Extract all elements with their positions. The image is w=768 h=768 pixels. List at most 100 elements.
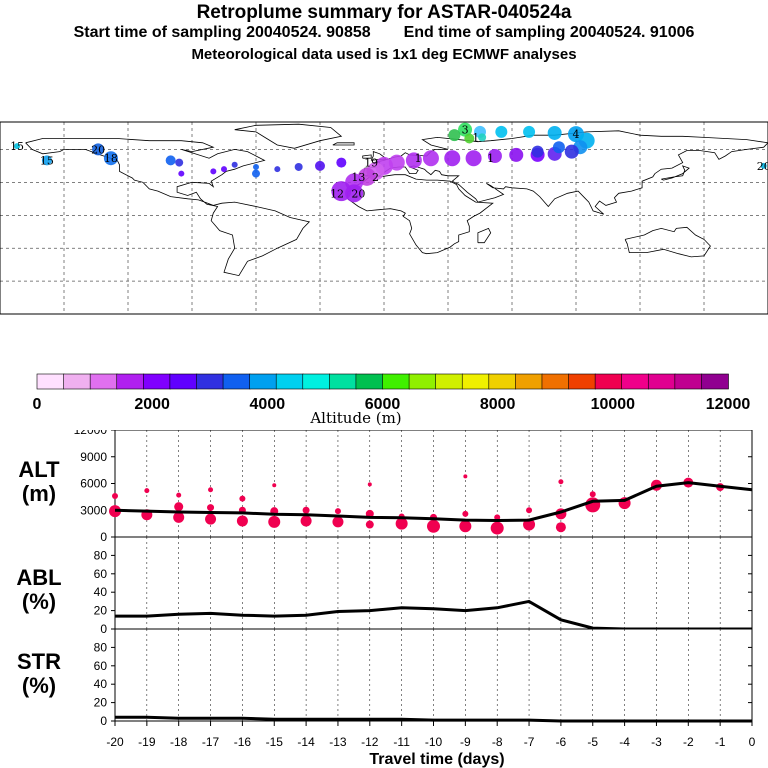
map-cluster-label: 1 xyxy=(472,131,479,144)
plume-cluster xyxy=(523,125,536,138)
plume-cluster xyxy=(41,155,52,166)
colorbar-swatch xyxy=(568,373,596,390)
y-tick-label: 0 xyxy=(100,714,107,728)
y-tick-label: 9000 xyxy=(80,450,107,464)
colorbar-label: Altitude (m) xyxy=(309,409,401,427)
coastline xyxy=(347,174,494,255)
x-tick-label: -15 xyxy=(266,735,284,749)
map-cluster-label: 2 xyxy=(372,171,379,184)
plume-cluster xyxy=(221,166,227,173)
y-tick-label: 0 xyxy=(100,622,107,636)
map-cluster-label: 4 xyxy=(573,128,580,141)
plume-cluster xyxy=(552,141,565,154)
altitude-cluster-point xyxy=(205,513,217,525)
map-cluster-label: 12 xyxy=(330,187,344,200)
altitude-cluster-point xyxy=(490,521,504,535)
abl-panel-label: ABL (%) xyxy=(4,566,74,614)
colorbar-swatch xyxy=(36,373,65,390)
y-tick-label: 40 xyxy=(94,677,108,691)
x-tick-label: -16 xyxy=(234,735,252,749)
plume-cluster xyxy=(252,169,260,178)
x-tick-label: -18 xyxy=(170,735,188,749)
coastline xyxy=(332,142,355,146)
plume-cluster xyxy=(465,150,482,167)
alt-panel-label: ALT (m) xyxy=(4,458,74,506)
plume-cluster xyxy=(422,150,439,167)
plume-cluster xyxy=(103,151,118,166)
x-tick-label: -19 xyxy=(138,735,156,749)
altitude-cluster-point xyxy=(173,511,185,523)
altitude-cluster-point xyxy=(555,522,566,533)
y-tick-label: 80 xyxy=(94,640,108,654)
plume-cluster xyxy=(210,168,217,175)
colorbar-tick-labels: 0 2000 4000 6000 8000 10000 12000 xyxy=(33,396,751,413)
colorbar-swatch xyxy=(222,373,251,390)
map-cluster-label: 19 xyxy=(364,157,378,170)
start-value: 20040524. 90858 xyxy=(246,24,371,41)
altitude-cluster-point xyxy=(112,492,118,499)
str-panel: 0 20 40 60 80 xyxy=(94,628,753,728)
y-tick-label: 3000 xyxy=(80,503,107,517)
x-tick-label: -5 xyxy=(587,735,598,749)
plume-cluster xyxy=(760,162,767,169)
colorbar-tick: 2000 xyxy=(134,396,170,413)
altitude-cluster-point xyxy=(272,483,277,488)
altitude-cluster-point xyxy=(526,507,533,514)
altitude-cluster-point xyxy=(302,506,310,514)
plume-cluster xyxy=(444,150,461,167)
met-data-line: Meteorological data used is 1x1 deg ECMW… xyxy=(191,46,577,63)
colorbar-swatch xyxy=(355,373,384,390)
map-cluster-label: 1 xyxy=(487,152,494,165)
map-cluster-label: 18 xyxy=(104,152,118,165)
x-tick-label: -1 xyxy=(715,735,726,749)
altitude-cluster-point xyxy=(589,491,596,498)
plume-cluster xyxy=(405,152,422,169)
colorbar-swatch xyxy=(647,373,676,390)
plume-cluster xyxy=(165,155,176,166)
plume-cluster xyxy=(448,129,461,142)
colorbar-tick: 4000 xyxy=(250,396,286,413)
altitude-cluster-point xyxy=(367,482,372,487)
altitude-cluster-point xyxy=(558,479,564,485)
colorbar-swatch xyxy=(488,373,517,390)
altitude-cluster-point xyxy=(144,488,150,494)
colorbar-swatch xyxy=(674,373,703,390)
altitude-cluster-point xyxy=(585,497,601,513)
y-tick-label: 60 xyxy=(94,567,108,581)
y-tick-label: 20 xyxy=(94,604,108,618)
plume-cluster xyxy=(531,145,544,158)
altitude-cluster-point xyxy=(174,502,184,512)
altitude-cluster-point xyxy=(300,515,312,527)
end-value: 20040524. 91006 xyxy=(569,24,695,41)
start-label: Start time of sampling xyxy=(73,24,242,41)
y-tick-label: 60 xyxy=(94,659,108,673)
plume-cluster xyxy=(274,166,281,173)
x-tick-label: 0 xyxy=(749,735,756,749)
x-axis: -20 -19 -18 -17 -16 -15 -14 -13 -12 -11 -10 -9 -8 -7-… xyxy=(106,721,756,749)
map-cluster-label: 1 xyxy=(415,152,422,165)
colorbar-swatch xyxy=(169,373,198,390)
plume-cluster xyxy=(92,143,105,156)
colorbar-swatch xyxy=(143,373,171,390)
map-cluster-label: 20 xyxy=(757,160,768,173)
plume-cluster xyxy=(495,125,508,138)
colorbar-swatch xyxy=(116,373,145,390)
y-tick-label: 0 xyxy=(100,530,107,544)
altitude-cluster-point xyxy=(494,514,501,521)
str-label-line1: STR xyxy=(17,649,61,674)
coastline xyxy=(25,138,311,277)
x-tick-label: -13 xyxy=(329,735,347,749)
alt-panel: 0 3000 6000 9000 12000 xyxy=(74,430,753,544)
coastline xyxy=(362,154,372,159)
x-tick-label: -4 xyxy=(619,735,630,749)
altitude-cluster-point xyxy=(239,495,246,502)
x-tick-label: -3 xyxy=(651,735,662,749)
x-axis-label: Travel time (days) xyxy=(369,751,504,768)
colorbar-swatch xyxy=(63,373,91,390)
map-cluster-label: 13 xyxy=(351,171,365,184)
altitude-cluster-point xyxy=(365,520,374,529)
plume-cluster xyxy=(509,147,524,162)
map-cluster-label: 3 xyxy=(462,124,469,137)
chart-title: Retroplume summary for ASTAR-040524a xyxy=(196,2,572,23)
